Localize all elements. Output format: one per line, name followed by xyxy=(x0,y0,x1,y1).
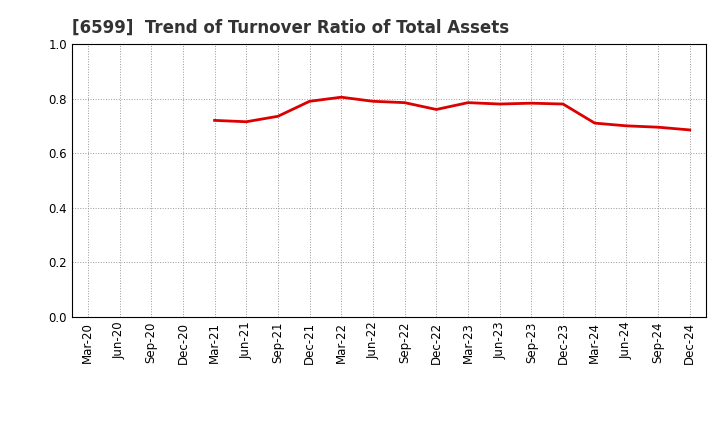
Text: [6599]  Trend of Turnover Ratio of Total Assets: [6599] Trend of Turnover Ratio of Total … xyxy=(72,19,509,37)
